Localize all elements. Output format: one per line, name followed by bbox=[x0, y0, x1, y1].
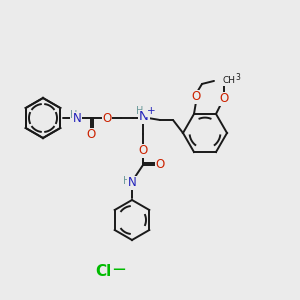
Text: O: O bbox=[191, 90, 201, 104]
Text: CH: CH bbox=[223, 76, 236, 85]
Text: Cl: Cl bbox=[95, 265, 111, 280]
Text: O: O bbox=[138, 145, 148, 158]
Text: H: H bbox=[123, 176, 131, 186]
Text: O: O bbox=[155, 158, 165, 172]
Text: N: N bbox=[139, 110, 149, 124]
Text: N: N bbox=[73, 112, 81, 125]
Text: −: − bbox=[111, 261, 127, 279]
Text: O: O bbox=[102, 112, 112, 124]
Text: N: N bbox=[128, 176, 136, 190]
Text: +: + bbox=[147, 106, 155, 116]
Text: O: O bbox=[86, 128, 96, 142]
Text: H: H bbox=[136, 106, 144, 116]
Text: 3: 3 bbox=[236, 74, 240, 82]
Text: O: O bbox=[219, 92, 229, 105]
Text: H: H bbox=[70, 110, 78, 120]
